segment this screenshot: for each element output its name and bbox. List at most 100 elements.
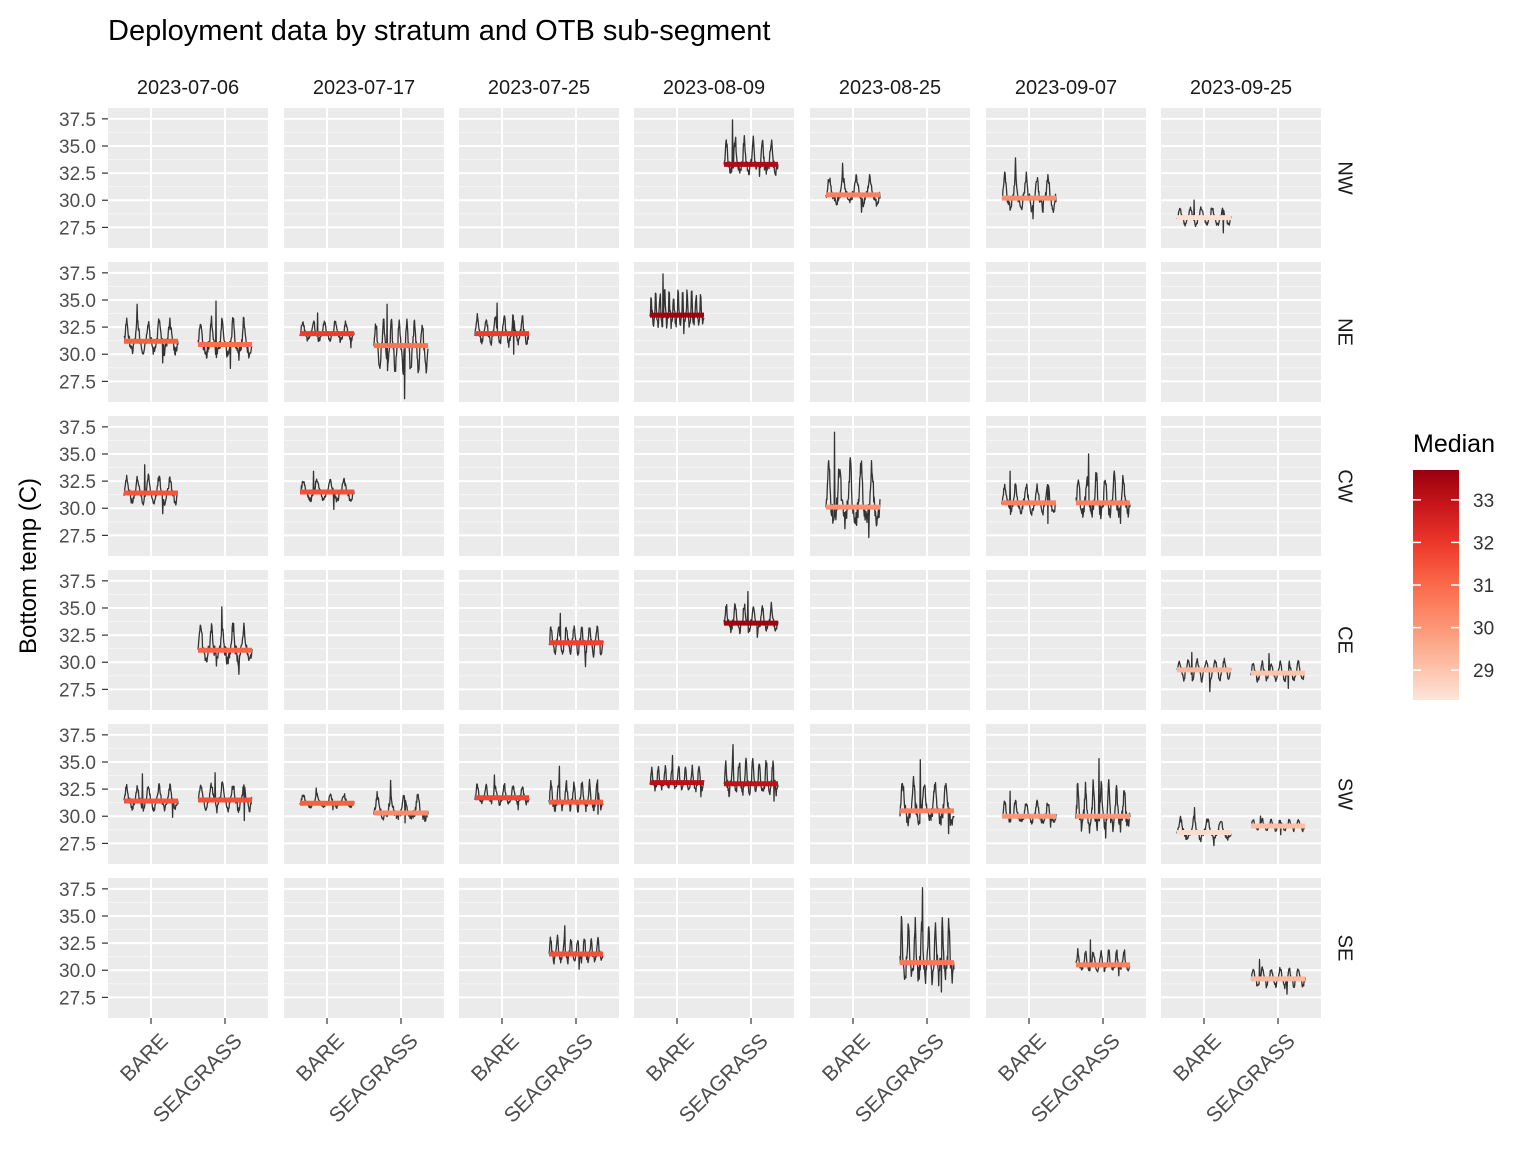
panel-background <box>1161 108 1321 248</box>
panel-background <box>810 724 970 864</box>
temperature-trace <box>123 303 179 364</box>
panel-background <box>1161 570 1321 710</box>
y-tick-label: 27.5 <box>59 526 96 547</box>
y-tick-label: 35.0 <box>59 907 96 928</box>
y-tick-label: 27.5 <box>59 372 96 393</box>
y-tick-label: 30.0 <box>59 961 96 982</box>
facet-panel <box>459 108 619 248</box>
panel-background <box>810 570 970 710</box>
column-strip-label: 2023-07-17 <box>313 77 415 99</box>
facet-panel <box>634 108 794 248</box>
facet-panel <box>1161 108 1321 248</box>
column-strip-label: 2023-08-09 <box>663 77 765 99</box>
facet-panel <box>459 878 619 1018</box>
panel-background <box>810 262 970 402</box>
facet-panel <box>1161 570 1321 710</box>
y-tick-label: 32.5 <box>59 318 96 339</box>
facet-panel <box>810 416 970 556</box>
temperature-trace <box>197 606 253 675</box>
y-tick-label: 30.0 <box>59 653 96 674</box>
panel-background <box>634 570 794 710</box>
y-tick-label: 35.0 <box>59 753 96 774</box>
panel-background <box>459 108 619 248</box>
column-strip-label: 2023-07-25 <box>488 77 590 99</box>
facet-panel <box>108 878 268 1018</box>
y-tick-label: 27.5 <box>59 834 96 855</box>
panel-background <box>634 416 794 556</box>
legend-tick-label: 29 <box>1473 661 1494 682</box>
panel-background <box>810 416 970 556</box>
temperature-trace <box>723 119 779 178</box>
y-tick-label: 37.5 <box>59 110 96 131</box>
panel-background <box>810 108 970 248</box>
facet-panel <box>108 570 268 710</box>
facet-panel <box>810 262 970 402</box>
panel-background <box>108 570 268 710</box>
x-tick-label: BARE <box>467 1029 524 1086</box>
facet-panel <box>634 878 794 1018</box>
facet-panel <box>284 108 444 248</box>
y-tick-label: 27.5 <box>59 218 96 239</box>
y-tick-label: 30.0 <box>59 807 96 828</box>
panel-background <box>986 878 1146 1018</box>
facet-panel <box>986 570 1146 710</box>
panel-background <box>108 416 268 556</box>
panel-background <box>986 416 1146 556</box>
y-tick-label: 32.5 <box>59 626 96 647</box>
panel-background <box>634 878 794 1018</box>
panel-background <box>108 878 268 1018</box>
row-strip-label: CW <box>1334 469 1356 502</box>
temperature-trace <box>825 431 881 539</box>
panel-background <box>986 570 1146 710</box>
legend-tick-label: 32 <box>1473 533 1494 554</box>
facet-panel <box>810 570 970 710</box>
panel-background <box>284 108 444 248</box>
row-strip-label: SE <box>1334 935 1356 962</box>
panel-background <box>108 262 268 402</box>
panel-background <box>459 724 619 864</box>
y-tick-label: 32.5 <box>59 164 96 185</box>
panel-background <box>459 570 619 710</box>
y-tick-label: 35.0 <box>59 291 96 312</box>
facet-panel <box>634 262 794 402</box>
facet-panel <box>108 724 268 864</box>
column-strip-label: 2023-08-25 <box>839 77 941 99</box>
facet-panel <box>1161 262 1321 402</box>
y-tick-label: 32.5 <box>59 780 96 801</box>
row-strip-label: CE <box>1334 626 1356 654</box>
facet-panel <box>810 724 970 864</box>
facet-panel <box>986 724 1146 864</box>
y-tick-label: 35.0 <box>59 599 96 620</box>
x-tick-label: BARE <box>292 1029 349 1086</box>
y-tick-label: 32.5 <box>59 934 96 955</box>
panel-background <box>986 724 1146 864</box>
y-tick-label: 30.0 <box>59 191 96 212</box>
x-tick-label: BARE <box>1169 1029 1226 1086</box>
legend-title: Median <box>1413 430 1495 458</box>
x-tick-label: BARE <box>818 1029 875 1086</box>
temperature-trace <box>1075 758 1131 839</box>
column-strip-label: 2023-07-06 <box>137 77 239 99</box>
y-tick-label: 35.0 <box>59 137 96 158</box>
facet-panel <box>284 724 444 864</box>
chart-title: Deployment data by stratum and OTB sub-s… <box>108 15 770 47</box>
facet-panel <box>986 878 1146 1018</box>
panel-background <box>459 416 619 556</box>
facet-panel <box>810 878 970 1018</box>
facet-panel <box>1161 416 1321 556</box>
panel-background <box>1161 416 1321 556</box>
facet-panel <box>810 108 970 248</box>
y-tick-label: 35.0 <box>59 445 96 466</box>
temperature-trace <box>373 779 429 824</box>
facet-panel <box>284 878 444 1018</box>
row-strip-label: SW <box>1334 778 1356 810</box>
y-tick-label: 37.5 <box>59 264 96 285</box>
facet-panel <box>284 416 444 556</box>
facet-panel <box>986 416 1146 556</box>
panel-background <box>1161 878 1321 1018</box>
x-tick-label: BARE <box>116 1029 173 1086</box>
panel-background <box>986 262 1146 402</box>
facet-panel <box>634 416 794 556</box>
column-strip-label: 2023-09-25 <box>1190 77 1292 99</box>
